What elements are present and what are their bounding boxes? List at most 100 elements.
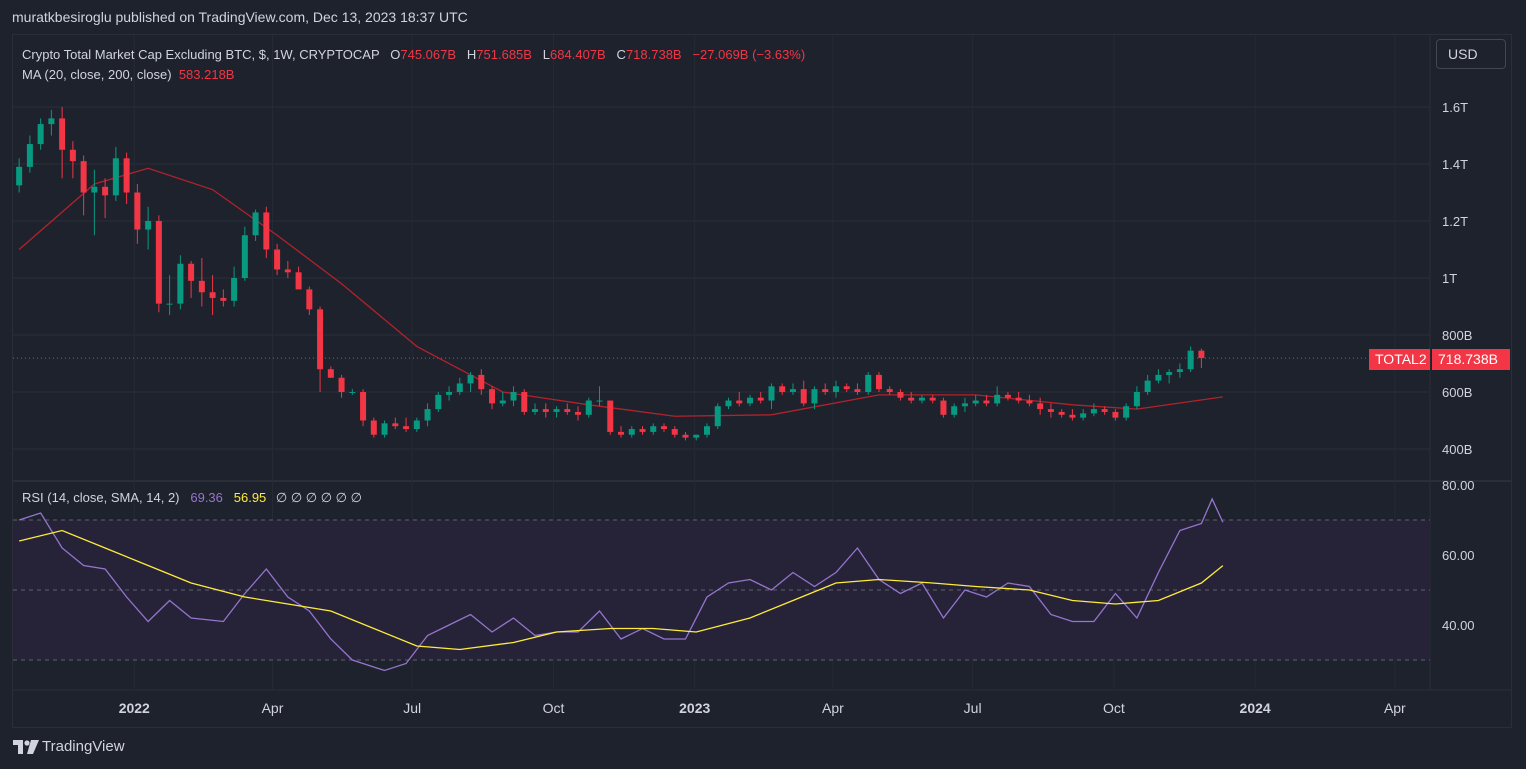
candle-body <box>306 289 313 310</box>
rsi-lines-layer <box>18 497 1224 672</box>
candle-body <box>145 221 152 230</box>
x-tick-label: 2022 <box>119 700 150 716</box>
candle-body <box>832 386 839 392</box>
candle <box>155 215 162 313</box>
candle-body <box>779 386 786 392</box>
candle-body <box>918 397 925 401</box>
candle-body <box>370 420 377 435</box>
candle-body <box>607 400 614 432</box>
candle <box>209 275 216 316</box>
rsi-label[interactable]: RSI (14, close, SMA, 14, 2) <box>22 490 180 505</box>
candle <box>832 380 839 398</box>
candle <box>682 431 689 441</box>
candle <box>241 226 248 281</box>
candle <box>532 403 539 415</box>
candle-body <box>263 212 270 250</box>
candle-body <box>381 423 388 435</box>
candle-body <box>822 389 829 392</box>
candle <box>1176 363 1183 378</box>
candle-body <box>424 409 431 421</box>
candle-body <box>16 166 23 186</box>
candle-body <box>875 374 882 390</box>
ma-label[interactable]: MA (20, close, 200, close) <box>22 67 172 82</box>
brand-name: TradingView <box>42 738 125 755</box>
candle <box>1144 374 1151 395</box>
candle <box>26 135 33 173</box>
candle-body <box>360 392 367 421</box>
candle <box>446 386 453 401</box>
high-value: 751.685B <box>476 47 532 62</box>
candle-body <box>91 186 98 193</box>
candle <box>779 383 786 395</box>
candle-body <box>1069 414 1076 418</box>
candle <box>188 260 195 298</box>
candle-body <box>284 269 291 273</box>
candle-body <box>80 161 87 193</box>
candle <box>961 397 968 412</box>
rsi-value: 69.36 <box>190 490 223 505</box>
candle <box>736 392 743 407</box>
candle <box>843 383 850 392</box>
candle <box>69 141 76 179</box>
candle-body <box>252 212 259 236</box>
tradingview-logo-icon <box>13 739 39 754</box>
candle-body <box>714 406 721 427</box>
candle-body <box>897 392 904 398</box>
candle <box>1187 346 1194 373</box>
candle <box>1069 409 1076 421</box>
y-tick-label: 400B <box>1442 442 1472 457</box>
open-value: 745.067B <box>400 47 457 62</box>
candles-layer <box>16 107 1205 441</box>
x-tick-label: Oct <box>543 700 565 716</box>
symbol-name[interactable]: Crypto Total Market Cap Excluding BTC, $… <box>22 47 380 62</box>
candle-body <box>478 374 485 390</box>
symbol-price-tag: TOTAL2 <box>1369 349 1430 370</box>
candle <box>553 406 560 418</box>
candle <box>607 400 614 435</box>
candle-body <box>1123 406 1130 418</box>
candle <box>59 107 66 179</box>
tradingview-brand[interactable]: TradingView <box>13 738 125 755</box>
candle <box>822 383 829 395</box>
candle <box>746 394 753 407</box>
candle-body <box>865 374 872 392</box>
candle <box>521 389 528 415</box>
candle <box>360 389 367 427</box>
candle <box>929 394 936 404</box>
candle-body <box>446 392 453 395</box>
candle <box>510 386 517 407</box>
candle-body <box>1133 392 1140 407</box>
candle-body <box>886 389 893 392</box>
candle <box>703 423 710 438</box>
candle <box>1090 403 1097 417</box>
candle <box>1058 409 1065 418</box>
candle-body <box>403 426 410 430</box>
candle <box>1123 403 1130 421</box>
currency-button[interactable]: USD <box>1436 39 1506 69</box>
candle-body <box>177 263 184 304</box>
candle <box>80 155 87 216</box>
candle-body <box>435 394 442 410</box>
candle-body <box>327 369 334 378</box>
x-tick-label: Oct <box>1103 700 1125 716</box>
candle <box>1004 392 1011 401</box>
candle-body <box>317 309 324 370</box>
candle <box>768 383 775 410</box>
rsi-legend: RSI (14, close, SMA, 14, 2) 69.36 56.95 … <box>22 490 362 506</box>
candle-body <box>499 400 506 404</box>
candle <box>714 403 721 430</box>
candle-body <box>102 186 109 196</box>
candle-body <box>1058 411 1065 415</box>
candle-body <box>1080 413 1087 418</box>
x-tick-label: Apr <box>262 700 284 716</box>
main-legend: Crypto Total Market Cap Excluding BTC, $… <box>22 45 805 85</box>
candle <box>897 389 904 401</box>
candle-body <box>639 429 646 432</box>
candle-body <box>413 420 420 430</box>
candle <box>585 397 592 418</box>
x-tick-label: 2023 <box>679 700 710 716</box>
candle <box>628 426 635 438</box>
low-value: 684.407B <box>550 47 606 62</box>
candle-body <box>338 377 345 392</box>
